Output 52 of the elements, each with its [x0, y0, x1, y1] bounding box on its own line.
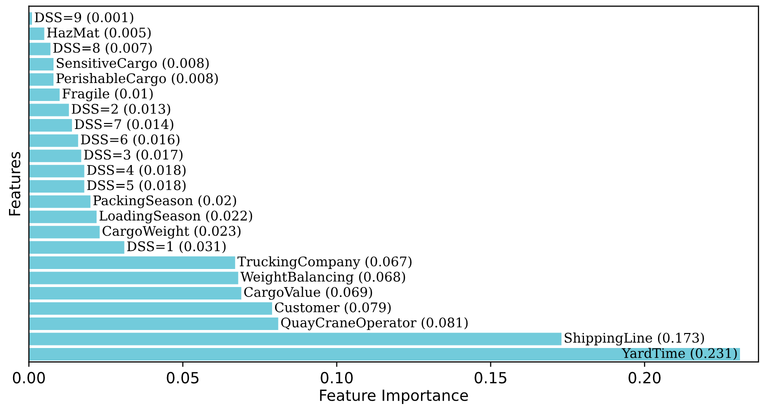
bar — [28, 332, 562, 346]
data-label: TruckingCompany (0.067) — [237, 256, 412, 270]
x-tick-label: 0.05 — [166, 372, 198, 384]
data-label: SensitiveCargo (0.008) — [56, 58, 209, 71]
data-label: LoadingSeason (0.022) — [100, 210, 252, 224]
bar — [28, 134, 78, 147]
x-tick-label: 0.20 — [628, 372, 661, 384]
bar — [28, 272, 238, 284]
bar — [28, 180, 84, 193]
y-axis-title: Features — [9, 152, 20, 216]
bar — [28, 195, 90, 208]
bar — [28, 318, 278, 330]
data-label: DSS=2 (0.013) — [72, 104, 170, 116]
bar — [28, 27, 44, 40]
data-label: WeightBalancing (0.068) — [240, 271, 406, 284]
data-label: Fragile (0.01) — [62, 88, 153, 102]
data-label: QuayCraneOperator (0.081) — [281, 317, 468, 330]
data-label: CargoWeight (0.023) — [102, 226, 241, 239]
x-axis-title: Feature Importance — [320, 390, 468, 404]
data-label: DSS=4 (0.018) — [87, 164, 186, 177]
x-tick-label: 0.10 — [320, 372, 353, 384]
data-label: DSS=3 (0.017) — [84, 149, 182, 162]
data-label: DSS=1 (0.031) — [127, 241, 226, 254]
bar — [28, 302, 272, 315]
bar — [28, 286, 242, 300]
x-tick-label: 0.15 — [474, 372, 506, 384]
bar — [28, 210, 97, 224]
bar — [28, 73, 54, 86]
bar — [28, 88, 60, 102]
data-label: DSS=9 (0.001) — [34, 12, 134, 24]
bar — [28, 150, 82, 162]
bar — [28, 348, 740, 361]
bar — [28, 58, 54, 71]
data-label: HazMat (0.005) — [47, 27, 151, 40]
data-label: DSS=7 (0.014) — [74, 118, 174, 132]
data-label: DSS=5 (0.018) — [87, 180, 186, 192]
x-tick-label: 0.00 — [12, 372, 45, 384]
data-label: PackingSeason (0.02) — [93, 195, 236, 208]
data-label: DSS=6 (0.016) — [81, 134, 180, 146]
data-label: DSS=8 (0.007) — [53, 42, 152, 55]
data-label: YardTime (0.231) — [622, 348, 737, 360]
bar — [28, 119, 72, 132]
data-label: Customer (0.079) — [275, 302, 391, 314]
bar — [28, 241, 124, 254]
bar — [28, 226, 100, 238]
bar — [28, 164, 84, 178]
bar — [28, 104, 69, 116]
bar — [28, 256, 236, 269]
data-label: PerishableCargo (0.008) — [56, 73, 218, 86]
data-label: ShippingLine (0.173) — [564, 332, 704, 346]
data-label: CargoValue (0.069) — [244, 286, 372, 300]
bar — [28, 42, 50, 56]
